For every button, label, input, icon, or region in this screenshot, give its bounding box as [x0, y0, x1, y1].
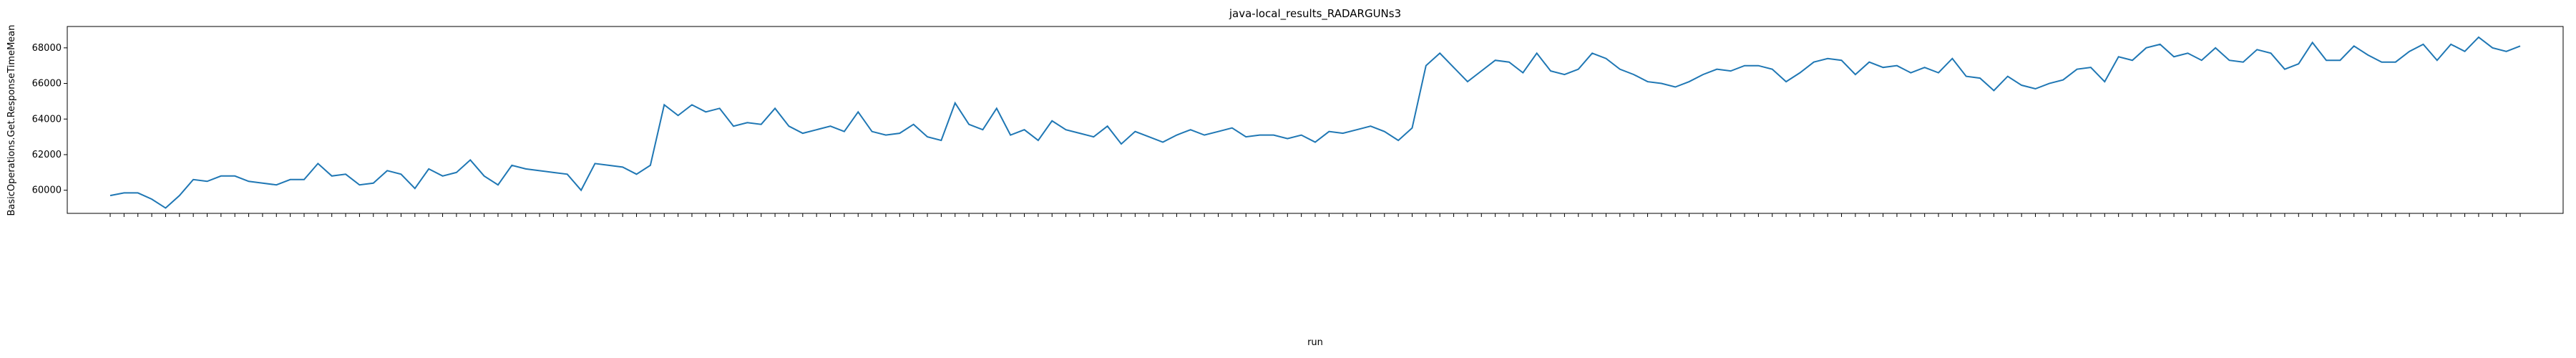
- y-tick-label: 64000: [32, 114, 62, 125]
- plot-frame: [67, 26, 2564, 214]
- chart-title: java-local_results_RADARGUNs3: [1229, 7, 1401, 21]
- y-axis-label: BasicOperations.Get.ResponseTimeMean: [6, 25, 17, 216]
- y-tick-label: 60000: [32, 185, 62, 196]
- data-line: [109, 36, 2521, 209]
- y-tick-label: 62000: [32, 150, 62, 160]
- y-tick-label: 68000: [32, 43, 62, 54]
- x-axis-label: run: [1307, 337, 1323, 348]
- y-tick-label: 66000: [32, 79, 62, 90]
